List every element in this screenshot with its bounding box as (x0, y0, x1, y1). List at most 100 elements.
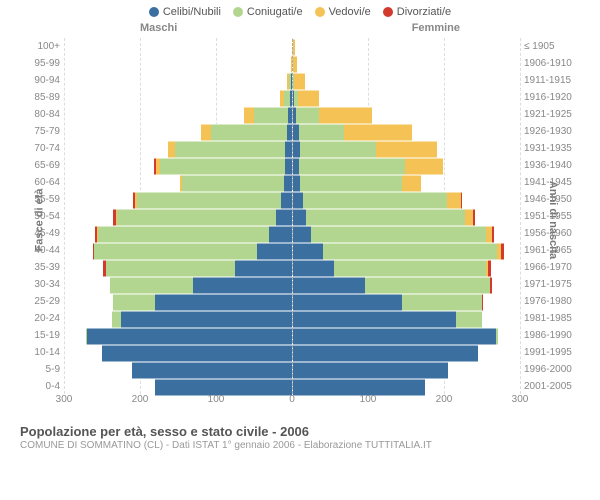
pyramid-row: 25-29 1976-1980 (20, 293, 580, 310)
birth-year-label: 1996-2000 (520, 364, 580, 375)
pyramid-row: 50-54 1951-1955 (20, 208, 580, 225)
age-label: 80-84 (20, 109, 64, 120)
bar-segment (473, 209, 475, 226)
bar-segment (98, 226, 269, 243)
bar-segment (87, 328, 292, 345)
bar-segment (296, 107, 319, 124)
age-label: 10-14 (20, 347, 64, 358)
legend-dot-icon (315, 7, 325, 17)
chart-title: Popolazione per età, sesso e stato civil… (20, 424, 580, 439)
pyramid-row: 15-191986-1990 (20, 327, 580, 344)
bar-segment (106, 260, 235, 277)
birth-year-label: 1916-1920 (520, 92, 580, 103)
x-tick-label: 200 (436, 394, 453, 405)
legend-item: Divorziati/e (383, 6, 451, 18)
pyramid-row: 30-341971-1975 (20, 276, 580, 293)
pyramid-row: 40-44 1961-1965 (20, 242, 580, 259)
pyramid-row: 70-741931-1935 (20, 140, 580, 157)
birth-year-label: 1931-1935 (520, 143, 580, 154)
age-label: 40-44 (20, 245, 64, 256)
pyramid-row: 65-69 1936-1940 (20, 157, 580, 174)
bar-segment (288, 107, 291, 124)
age-label: 45-49 (20, 228, 64, 239)
birth-year-label: 1976-1980 (520, 296, 580, 307)
population-pyramid: Maschi Femmine Fasce di età Anni di nasc… (20, 20, 580, 420)
legend-label: Coniugati/e (247, 6, 303, 18)
birth-year-label: 1936-1940 (520, 160, 580, 171)
bar-segment (293, 277, 365, 294)
age-label: 90-94 (20, 75, 64, 86)
pyramid-row: 80-841921-1925 (20, 106, 580, 123)
bar-segment (488, 260, 491, 277)
pyramid-row: 0-42001-2005 (20, 378, 580, 395)
age-label: 60-64 (20, 177, 64, 188)
birth-year-label: 1966-1970 (520, 262, 580, 273)
bar-segment (303, 192, 447, 209)
age-label: 75-79 (20, 126, 64, 137)
bar-segment (112, 311, 121, 328)
bar-segment (285, 141, 291, 158)
pyramid-row: 10-141991-1995 (20, 344, 580, 361)
bar-segment (490, 277, 492, 294)
bar-segment (293, 175, 301, 192)
bar-segment (501, 243, 504, 260)
pyramid-row: 35-39 1966-1970 (20, 259, 580, 276)
bar-segment (319, 107, 372, 124)
bar-segment (121, 311, 292, 328)
pyramid-row: 95-991906-1910 (20, 55, 580, 72)
bar-segment (201, 124, 212, 141)
bar-segment (402, 175, 421, 192)
age-label: 15-19 (20, 330, 64, 341)
x-tick-label: 200 (132, 394, 149, 405)
bar-segment (287, 124, 292, 141)
age-label: 5-9 (20, 364, 64, 375)
bar-segment (160, 158, 285, 175)
bar-segment (175, 141, 285, 158)
bar-segment (290, 90, 292, 107)
bar-segment (293, 345, 479, 362)
age-label: 65-69 (20, 160, 64, 171)
bar-segment (293, 243, 323, 260)
bar-segment (113, 294, 155, 311)
legend-dot-icon (149, 7, 159, 17)
bar-segment (293, 192, 304, 209)
pyramid-row: 5-9 1996-2000 (20, 361, 580, 378)
pyramid-row: 90-94 1911-1915 (20, 72, 580, 89)
bar-segment (254, 107, 288, 124)
x-tick-label: 300 (56, 394, 73, 405)
bar-segment (294, 73, 305, 90)
pyramid-row: 20-24 1981-1985 (20, 310, 580, 327)
birth-year-label: ≤ 1905 (520, 41, 580, 52)
chart-footer: Popolazione per età, sesso e stato civil… (0, 420, 600, 451)
bar-segment (293, 56, 298, 73)
birth-year-label: 2001-2005 (520, 381, 580, 392)
age-label: 30-34 (20, 279, 64, 290)
bar-segment (293, 226, 312, 243)
birth-year-label: 1911-1915 (520, 75, 580, 86)
birth-year-label: 1951-1955 (520, 211, 580, 222)
age-label: 35-39 (20, 262, 64, 273)
bar-segment (299, 124, 345, 141)
age-label: 95-99 (20, 58, 64, 69)
age-label: 20-24 (20, 313, 64, 324)
x-tick-label: 300 (512, 394, 529, 405)
bar-segment (334, 260, 486, 277)
birth-year-label: 1961-1965 (520, 245, 580, 256)
bar-segment (281, 192, 292, 209)
bar-segment (293, 328, 496, 345)
legend-label: Vedovi/e (329, 6, 371, 18)
bar-segment (298, 90, 319, 107)
age-label: 50-54 (20, 211, 64, 222)
bar-segment (323, 243, 497, 260)
bar-segment (465, 209, 473, 226)
bar-segment (291, 73, 292, 90)
bar-segment (284, 175, 292, 192)
legend-item: Celibi/Nubili (149, 6, 221, 18)
age-label: 25-29 (20, 296, 64, 307)
birth-year-label: 1941-1945 (520, 177, 580, 188)
bar-segment (117, 209, 276, 226)
pyramid-row: 45-491956-1960 (20, 225, 580, 242)
birth-year-label: 1981-1985 (520, 313, 580, 324)
bar-segment (482, 294, 483, 311)
bar-segment (293, 141, 301, 158)
